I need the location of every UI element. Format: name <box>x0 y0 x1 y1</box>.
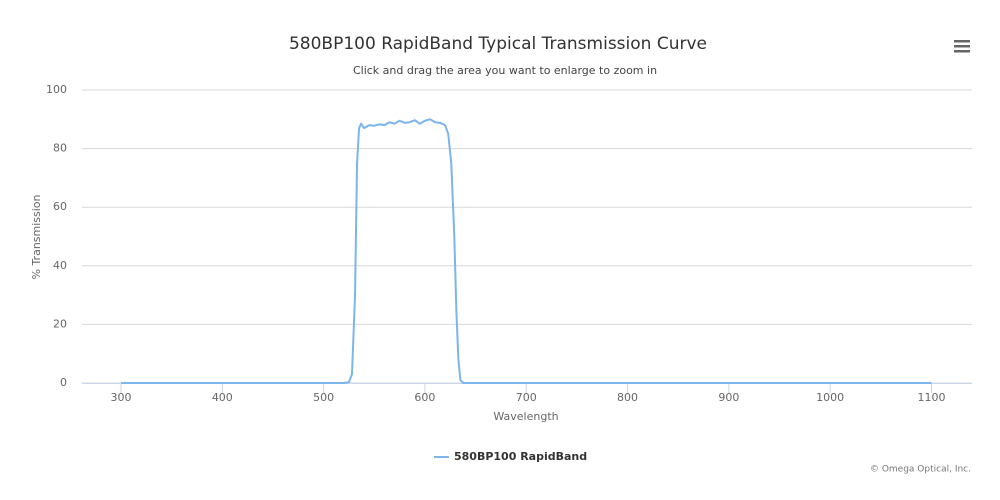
x-tick-label: 1100 <box>917 391 945 404</box>
x-axis-title: Wavelength <box>493 410 558 423</box>
menu-button[interactable] <box>954 40 970 53</box>
chart-title: 580BP100 RapidBand Typical Transmission … <box>289 34 707 54</box>
menu-bar <box>954 45 970 48</box>
credit: © Omega Optical, Inc. <box>870 465 971 475</box>
x-tick-label: 900 <box>718 391 739 404</box>
menu-bar <box>954 50 970 53</box>
x-tick-label: 1000 <box>816 391 844 404</box>
y-tick-label: 40 <box>53 259 67 272</box>
y-tick-label: 20 <box>53 317 67 330</box>
x-tick-label: 800 <box>617 391 638 404</box>
x-tick-label: 700 <box>516 391 537 404</box>
y-tick-label: 80 <box>53 142 67 155</box>
y-tick-label: 60 <box>53 200 67 213</box>
legend-label[interactable]: 580BP100 RapidBand <box>454 450 587 463</box>
y-tick-label: 100 <box>46 83 67 96</box>
x-tick-label: 400 <box>212 391 233 404</box>
x-tick-label: 600 <box>414 391 435 404</box>
menu-bar <box>954 40 970 43</box>
chart-subtitle: Click and drag the area you want to enla… <box>353 64 657 77</box>
x-tick-label: 300 <box>111 391 132 404</box>
y-axis-title: % Transmission <box>30 194 43 279</box>
y-tick-label: 0 <box>60 376 67 389</box>
x-tick-label: 500 <box>313 391 334 404</box>
series-line <box>121 118 932 384</box>
